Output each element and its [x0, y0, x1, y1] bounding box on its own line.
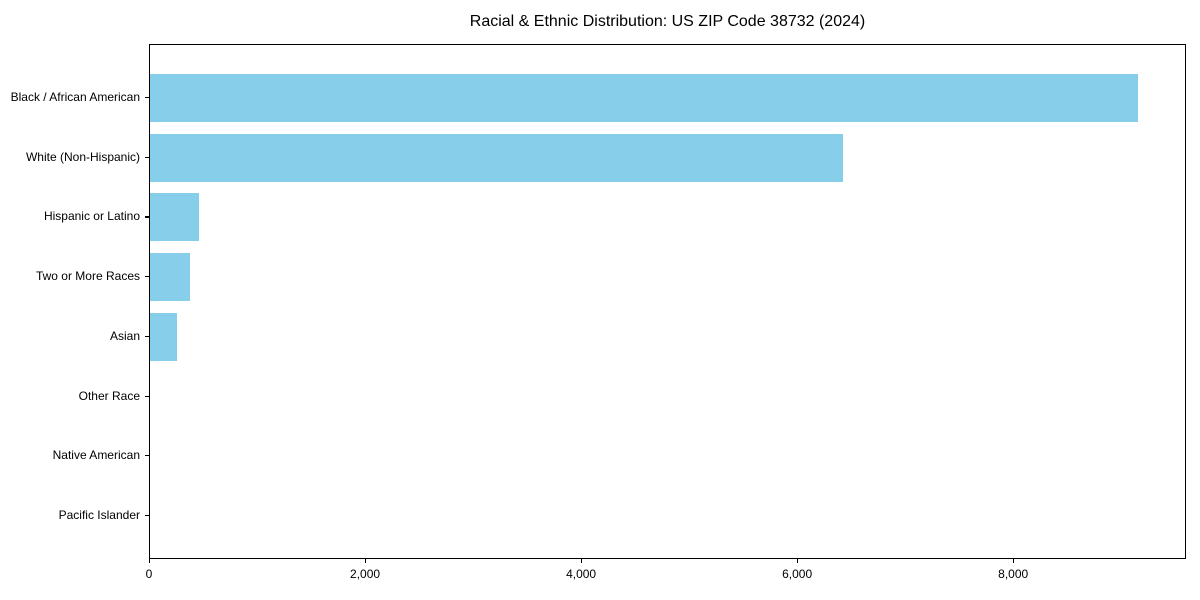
y-tick-label-black-african-american: Black / African American [10, 90, 140, 104]
chart-title: Racial & Ethnic Distribution: US ZIP Cod… [469, 13, 866, 30]
y-axis-tick [145, 216, 149, 218]
x-tick-label-2000: 2,000 [350, 567, 381, 581]
x-axis-tick [149, 559, 151, 563]
y-axis-tick [145, 455, 149, 457]
x-axis-tick [581, 559, 583, 563]
x-axis-tick [365, 559, 367, 563]
bar-asian [150, 312, 177, 361]
y-tick-label-asian: Asian [109, 328, 140, 343]
y-axis-tick [145, 335, 149, 337]
bar-white-non-hispanic [150, 133, 844, 182]
y-axis-tick [145, 395, 149, 397]
y-tick-label-other-race: Other Race [78, 388, 140, 403]
x-tick-label-4000: 4,000 [566, 567, 597, 581]
x-tick-label-8000: 8,000 [998, 567, 1029, 581]
x-axis-tick [797, 559, 799, 563]
x-tick-label-0: 0 [145, 567, 153, 581]
x-tick-label-6000: 6,000 [782, 567, 813, 581]
bar-hispanic-or-latino [150, 193, 199, 242]
y-axis-tick [145, 97, 149, 99]
y-tick-label-hispanic-or-latino: Hispanic or Latino [43, 209, 140, 224]
y-tick-label-white-non-hispanic: White (Non-Hispanic) [25, 149, 140, 164]
y-tick-label-pacific-islander: Pacific Islander [58, 507, 140, 522]
bar-two-or-more-races [150, 253, 190, 302]
y-tick-label-native-american: Native American [52, 448, 140, 463]
y-axis-tick [145, 276, 149, 278]
y-axis-tick [145, 156, 149, 158]
x-axis-tick [1013, 559, 1015, 563]
bar-black-african-american [150, 74, 1139, 122]
y-axis-tick [145, 514, 149, 517]
plot-area [149, 44, 1186, 559]
y-tick-label-two-or-more-races: Two or More Races [35, 269, 140, 284]
